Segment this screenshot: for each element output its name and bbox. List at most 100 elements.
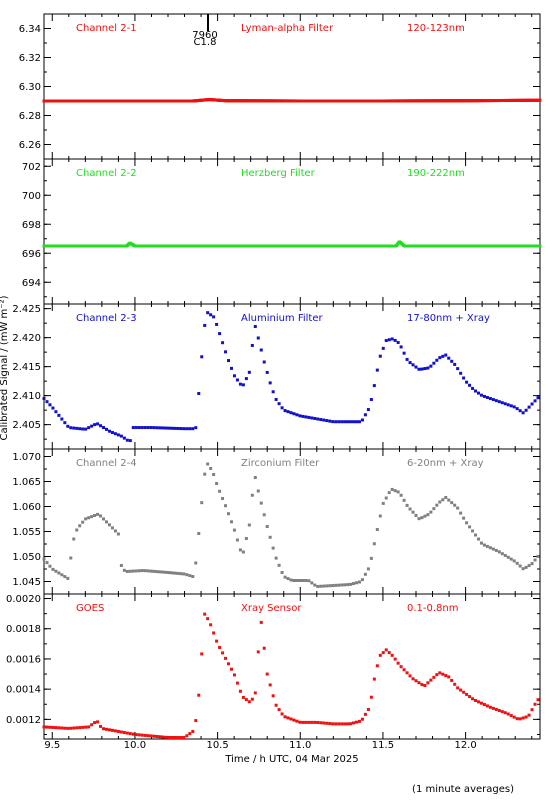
y-tick-label-channel-2-2: 694 <box>22 278 41 289</box>
data-point-channel-2-3 <box>60 417 64 421</box>
data-point-channel-2-1 <box>538 98 542 102</box>
data-point-goes <box>506 712 510 716</box>
data-point-channel-2-4 <box>265 525 269 528</box>
data-point-goes <box>45 725 49 729</box>
data-point-channel-2-4 <box>363 572 367 576</box>
data-point-goes <box>286 716 290 720</box>
data-point-channel-2-4 <box>450 501 454 505</box>
data-point-goes <box>244 698 248 702</box>
data-point-goes <box>57 726 61 730</box>
data-point-channel-2-3 <box>283 409 287 413</box>
data-point-channel-2-4 <box>366 567 370 571</box>
data-points-channel-2-4 <box>42 462 540 588</box>
data-point-channel-2-4 <box>218 489 222 493</box>
x-axis-label: Time / h UTC, 04 Mar 2025 <box>224 754 358 765</box>
data-point-channel-2-4 <box>173 571 177 575</box>
data-point-goes <box>402 668 406 672</box>
data-point-goes <box>536 698 540 702</box>
data-point-channel-2-4 <box>66 576 70 580</box>
data-point-channel-2-4 <box>289 578 293 582</box>
data-point-channel-2-4 <box>325 584 329 588</box>
data-point-goes <box>378 653 382 657</box>
data-point-goes <box>301 720 305 724</box>
data-point-channel-2-4 <box>378 514 382 518</box>
data-point-goes <box>125 731 129 735</box>
data-point-channel-2-4 <box>170 571 174 575</box>
y-tick-label-channel-2-1: 6.28 <box>19 111 41 122</box>
data-point-channel-2-3 <box>506 403 510 407</box>
data-point-goes <box>411 677 415 681</box>
data-point-channel-2-4 <box>518 564 522 568</box>
data-point-channel-2-3 <box>265 370 269 374</box>
data-point-goes <box>182 735 186 739</box>
data-point-channel-2-4 <box>235 538 239 542</box>
data-point-channel-2-4 <box>313 583 317 587</box>
data-point-goes <box>280 712 284 716</box>
data-point-goes <box>164 735 168 739</box>
data-point-goes <box>221 651 225 655</box>
data-point-channel-2-3 <box>411 363 415 367</box>
data-point-channel-2-4 <box>405 503 409 507</box>
data-point-channel-2-3 <box>313 416 317 420</box>
data-point-goes <box>340 722 344 726</box>
data-point-goes <box>96 720 100 724</box>
data-point-channel-2-4 <box>143 569 147 573</box>
data-point-channel-2-3 <box>134 426 138 430</box>
data-point-goes <box>450 678 454 682</box>
data-point-channel-2-4 <box>426 513 430 517</box>
data-point-channel-2-4 <box>188 574 192 578</box>
data-point-goes <box>241 695 245 699</box>
data-point-channel-2-3 <box>110 431 114 435</box>
data-point-channel-2-4 <box>390 487 394 491</box>
data-point-channel-2-3 <box>99 424 103 428</box>
data-point-goes <box>488 705 492 709</box>
data-point-goes <box>191 729 195 733</box>
data-point-channel-2-4 <box>369 556 373 560</box>
data-point-channel-2-4 <box>334 583 338 587</box>
data-point-channel-2-4 <box>301 579 305 582</box>
y-tick-label-goes: 0.0018 <box>6 624 41 635</box>
data-point-channel-2-3 <box>128 439 132 443</box>
data-point-channel-2-4 <box>119 564 123 567</box>
data-point-channel-2-3 <box>462 376 466 380</box>
data-point-channel-2-3 <box>319 418 323 422</box>
data-point-goes <box>206 617 210 621</box>
data-point-channel-2-4 <box>352 582 356 586</box>
data-point-goes <box>72 726 76 730</box>
data-point-channel-2-4 <box>48 564 52 568</box>
data-point-channel-2-4 <box>164 570 168 574</box>
data-point-channel-2-4 <box>51 567 55 571</box>
data-point-channel-2-3 <box>185 427 189 431</box>
data-point-channel-2-3 <box>200 355 204 359</box>
data-point-channel-2-4 <box>316 584 320 588</box>
data-point-channel-2-4 <box>102 517 106 521</box>
data-point-channel-2-3 <box>340 420 344 424</box>
data-point-channel-2-4 <box>90 515 94 519</box>
data-point-goes <box>158 735 162 739</box>
data-point-channel-2-4 <box>417 517 421 521</box>
data-point-channel-2-3 <box>292 412 296 416</box>
data-point-channel-2-3 <box>262 360 266 364</box>
data-point-channel-2-4 <box>72 537 76 541</box>
data-point-goes <box>375 664 379 668</box>
data-point-channel-2-3 <box>476 391 480 395</box>
y-tick-label-channel-2-3: 2.425 <box>12 304 41 315</box>
data-point-channel-2-3 <box>331 420 335 424</box>
data-point-goes <box>107 728 111 732</box>
data-point-channel-2-4 <box>307 579 311 583</box>
data-point-channel-2-4 <box>185 573 189 577</box>
x-tick-label: 9.5 <box>44 740 60 751</box>
data-point-channel-2-3 <box>474 389 478 393</box>
data-point-channel-2-4 <box>298 579 302 582</box>
data-point-channel-2-3 <box>259 348 263 352</box>
data-point-channel-2-3 <box>509 404 513 408</box>
data-point-goes <box>530 708 534 712</box>
data-point-goes <box>271 694 275 698</box>
x-tick-label: 12.0 <box>454 740 476 751</box>
data-point-goes <box>316 720 320 724</box>
data-point-goes <box>253 691 257 695</box>
averaging-note: (1 minute averages) <box>412 784 514 795</box>
data-point-channel-2-3 <box>396 341 400 345</box>
data-point-channel-2-3 <box>203 323 207 327</box>
y-tick-label-channel-2-4: 1.065 <box>12 477 41 488</box>
